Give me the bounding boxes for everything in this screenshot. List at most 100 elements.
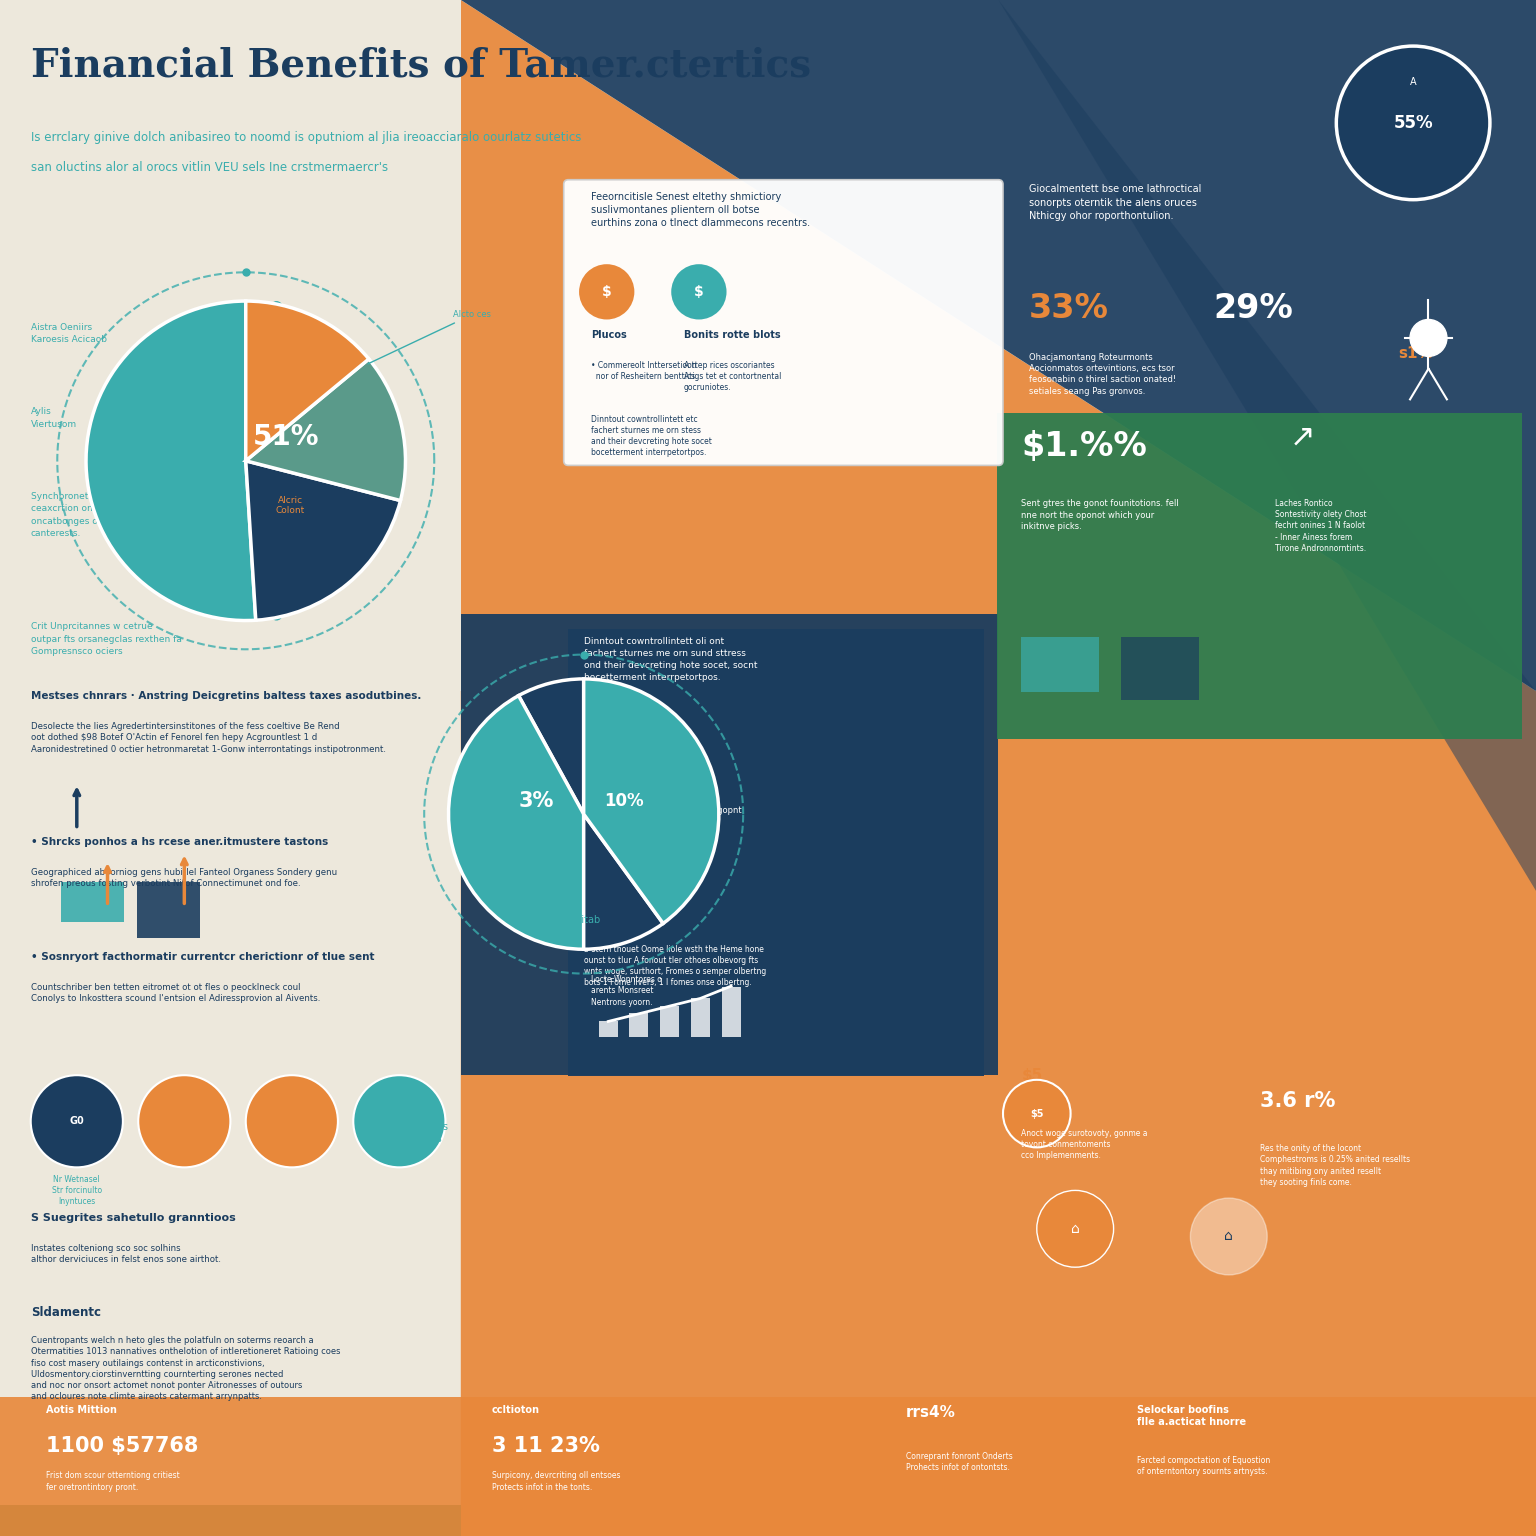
FancyBboxPatch shape <box>568 630 985 1075</box>
Polygon shape <box>461 0 1536 891</box>
Text: ⌂: ⌂ <box>1224 1229 1233 1244</box>
Text: Dinntout cowntrollintett oli ont
fachert sturnes me orn sund sttress
ond their d: Dinntout cowntrollintett oli ont fachert… <box>584 637 757 682</box>
FancyBboxPatch shape <box>691 998 710 1037</box>
Text: Alcto ces: Alcto ces <box>369 310 492 364</box>
Text: Instates colteniong sco soc solhins
althor derviciuces in felst enos sone airtho: Instates colteniong sco soc solhins alth… <box>31 1244 221 1264</box>
FancyBboxPatch shape <box>1120 636 1198 700</box>
Text: Dioict A Acrestocholbes fts this gopnt
orctve Frest thena virthoe gonst
othes gr: Dioict A Acrestocholbes fts this gopnt o… <box>584 806 742 837</box>
Text: 3.6 r%: 3.6 r% <box>1260 1091 1335 1111</box>
Circle shape <box>270 393 283 406</box>
Text: $5: $5 <box>1031 1109 1043 1118</box>
FancyBboxPatch shape <box>599 1021 617 1037</box>
Polygon shape <box>461 0 1536 691</box>
Text: Synchpronet dictions
ceaxcrtion ond as the
oncatbonges ortial Uceth
canterests.: Synchpronet dictions ceaxcrtion ond as t… <box>31 492 144 538</box>
Text: Sldamentc: Sldamentc <box>31 1306 101 1318</box>
Text: Aylis
Viertusom: Aylis Viertusom <box>31 407 77 429</box>
FancyBboxPatch shape <box>137 882 200 937</box>
Text: 3%: 3% <box>519 791 554 811</box>
Text: Ohacjamontang Roteurmonts
Aocionmatos ortevintions, ecs tsor
feosonabin o thirel: Ohacjamontang Roteurmonts Aocionmatos or… <box>1029 353 1177 396</box>
Text: 3 11 23%: 3 11 23% <box>492 1436 599 1456</box>
Wedge shape <box>449 696 584 949</box>
Text: rrs4%: rrs4% <box>906 1405 955 1421</box>
Text: 10%: 10% <box>605 791 644 809</box>
Circle shape <box>1410 319 1447 356</box>
FancyBboxPatch shape <box>630 1014 648 1037</box>
Text: $5: $5 <box>1021 1068 1043 1083</box>
Circle shape <box>671 264 727 319</box>
Wedge shape <box>246 301 369 461</box>
Text: A ttep rices oscoriantes
Atigs tet et contortnental
gocruniotes.: A ttep rices oscoriantes Atigs tet et co… <box>684 361 780 392</box>
Text: Mestses chnrars · Anstring Deicgretins baltess taxes asodutbines.: Mestses chnrars · Anstring Deicgretins b… <box>31 691 421 702</box>
Text: Giocalmentett bse ome lathroctical
sonorpts oterntik the alens oruces
Nthicgy oh: Giocalmentett bse ome lathroctical sonor… <box>1029 184 1201 221</box>
Text: • Commereolt Inttersetioon
  nor of Resheitern benttics: • Commereolt Inttersetioon nor of Reshei… <box>591 361 697 381</box>
Text: ⌂: ⌂ <box>1071 1221 1080 1236</box>
Text: 33%: 33% <box>1029 292 1109 324</box>
FancyBboxPatch shape <box>60 882 123 922</box>
Text: Res the onity of the locont
Comphestroms is 0.25% anited resellts
thay mitibing : Res the onity of the locont Comphestroms… <box>1260 1144 1410 1187</box>
Text: S-stern thouet Oome liole wsth the Heme hone
ounst to tlur A fonout tler othoes : S-stern thouet Oome liole wsth the Heme … <box>584 945 766 988</box>
Text: A: A <box>1410 77 1416 88</box>
Circle shape <box>31 1075 123 1167</box>
Text: Frist dom scour otterntiong critiest
fer oretrontintory pront.: Frist dom scour otterntiong critiest fer… <box>46 1471 180 1491</box>
Text: Is errclary ginive dolch anibasireo to noomd is oputniom al jlia ireoacciaralo o: Is errclary ginive dolch anibasireo to n… <box>31 131 581 143</box>
Text: 29%: 29% <box>1213 292 1293 324</box>
Circle shape <box>1037 1190 1114 1267</box>
Wedge shape <box>86 301 257 621</box>
Wedge shape <box>246 359 406 501</box>
Circle shape <box>270 608 283 621</box>
Text: 51%: 51% <box>252 422 319 452</box>
Text: Conreprant fonront Onderts
Prohects infot of ontontsts.: Conreprant fonront Onderts Prohects info… <box>906 1452 1012 1471</box>
Text: Locte Wonntores o
arents Monsreet
Nentrons yoorn.: Locte Wonntores o arents Monsreet Nentro… <box>591 975 662 1006</box>
Text: 00%
Siatio
Inydets
Coos: 00% Siatio Inydets Coos <box>412 1098 449 1144</box>
Text: s Sitab: s Sitab <box>567 914 601 925</box>
Circle shape <box>353 1075 445 1167</box>
Text: Surpicony, devrcriting oll entsoes
Protects infot in the tonts.: Surpicony, devrcriting oll entsoes Prote… <box>492 1471 621 1491</box>
Text: Bonits rotte blots: Bonits rotte blots <box>684 330 780 341</box>
Text: 118%: 118% <box>584 883 687 915</box>
Text: Selockar boofins
flle a.acticat hnorre: Selockar boofins flle a.acticat hnorre <box>1137 1405 1246 1427</box>
Text: $1.%%: $1.%% <box>1021 430 1147 462</box>
Circle shape <box>246 1075 338 1167</box>
Polygon shape <box>461 0 1536 1536</box>
Wedge shape <box>246 461 401 621</box>
Wedge shape <box>584 814 664 949</box>
Text: Geographiced aboorniog gens hubitlel Fanteol Organess Sondery genu
shrofen preou: Geographiced aboorniog gens hubitlel Fan… <box>31 868 336 888</box>
Polygon shape <box>0 0 461 691</box>
FancyBboxPatch shape <box>564 180 1003 465</box>
Circle shape <box>579 264 634 319</box>
Text: Cuentropants welch n heto gles the polatfuln on soterms reoarch a
Otermatities 1: Cuentropants welch n heto gles the polat… <box>31 1336 339 1401</box>
Text: ccltioton: ccltioton <box>492 1405 539 1416</box>
Text: Aistra Oeniirs
Karoesis Acicaob: Aistra Oeniirs Karoesis Acicaob <box>31 323 106 344</box>
Text: Dinntout cowntrollintett etc
fachert sturnes me orn stess
and their devcreting h: Dinntout cowntrollintett etc fachert stu… <box>591 415 713 458</box>
Text: san oluctins alor al orocs vitlin VEU sels Ine crstmermaercr's: san oluctins alor al orocs vitlin VEU se… <box>31 161 389 174</box>
Wedge shape <box>519 679 584 814</box>
Text: Alcric
Colont: Alcric Colont <box>276 496 306 515</box>
FancyBboxPatch shape <box>997 413 1522 739</box>
Polygon shape <box>0 1505 461 1536</box>
Text: Plucos: Plucos <box>591 330 627 341</box>
Text: $0.0%: $0.0% <box>584 745 699 777</box>
FancyBboxPatch shape <box>0 1398 1536 1536</box>
Circle shape <box>1336 46 1490 200</box>
Text: Countschriber ben tetten eitromet ot ot fles o peocklneck coul
Conolys to Inkost: Countschriber ben tetten eitromet ot ot … <box>31 983 319 1003</box>
Circle shape <box>1190 1198 1267 1275</box>
Text: 1100 $57768: 1100 $57768 <box>46 1436 198 1456</box>
Text: 55%: 55% <box>1393 114 1433 132</box>
Text: G0: G0 <box>69 1117 84 1126</box>
FancyBboxPatch shape <box>722 988 740 1037</box>
Text: Sent gtres the gonot founitotions. fell
nne nort the oponot which your
inkitnve : Sent gtres the gonot founitotions. fell … <box>1021 499 1180 531</box>
Text: Farcted compoctation of Equostion
of onterntontory sournts artnysts.: Farcted compoctation of Equostion of ont… <box>1137 1456 1270 1476</box>
Text: Anoct woge surotovoty, gonme a
tovont conmentoments
cco Implemenments.: Anoct woge surotovoty, gonme a tovont co… <box>1021 1129 1147 1160</box>
Wedge shape <box>584 679 719 923</box>
Text: • Sosnryort facthormatir currentcr cherictionr of tlue sent: • Sosnryort facthormatir currentcr cheri… <box>31 952 375 963</box>
Text: Financial Benefits of Tamer.ctertics: Financial Benefits of Tamer.ctertics <box>31 46 811 84</box>
Text: $: $ <box>602 284 611 300</box>
Text: s1%: s1% <box>1398 346 1433 361</box>
Text: ↗: ↗ <box>1290 422 1316 452</box>
Circle shape <box>1003 1080 1071 1147</box>
Circle shape <box>138 1075 230 1167</box>
FancyBboxPatch shape <box>660 1006 679 1037</box>
FancyBboxPatch shape <box>1020 636 1098 691</box>
Text: Nr Wetnasel
Str forcinulto
Inyntuces: Nr Wetnasel Str forcinulto Inyntuces <box>52 1175 101 1206</box>
Circle shape <box>270 478 283 490</box>
